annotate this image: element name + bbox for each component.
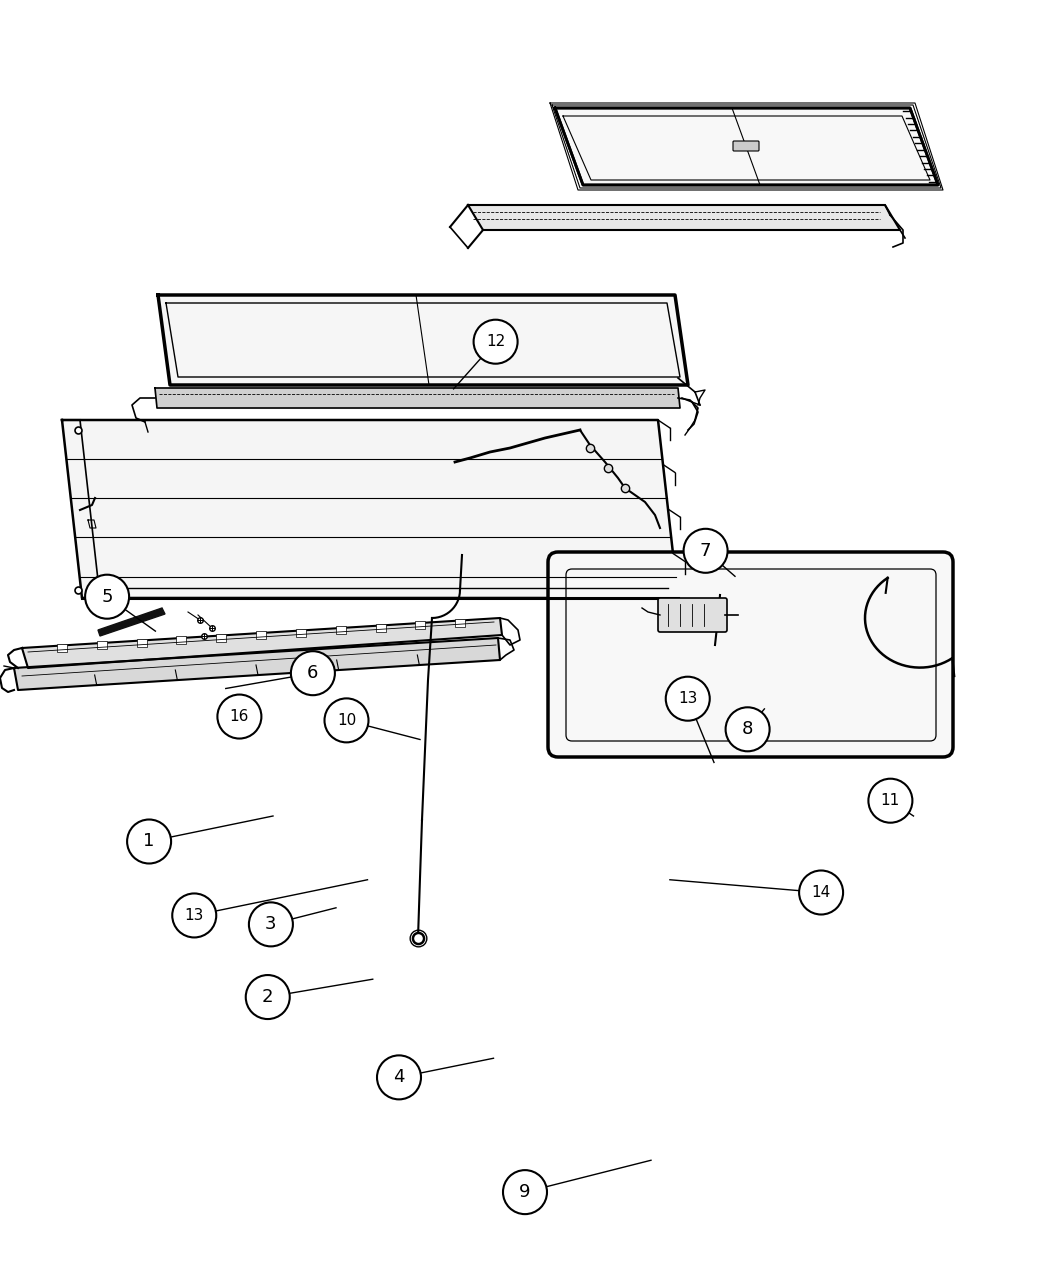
Circle shape xyxy=(666,677,710,720)
Circle shape xyxy=(127,820,171,863)
Polygon shape xyxy=(176,636,186,644)
FancyBboxPatch shape xyxy=(733,142,759,150)
Polygon shape xyxy=(256,631,266,639)
Text: 4: 4 xyxy=(394,1068,404,1086)
Circle shape xyxy=(324,699,369,742)
Polygon shape xyxy=(136,639,147,646)
Text: 3: 3 xyxy=(266,915,276,933)
Circle shape xyxy=(503,1170,547,1214)
Polygon shape xyxy=(57,644,67,652)
Text: 6: 6 xyxy=(308,664,318,682)
Text: 16: 16 xyxy=(230,709,249,724)
Polygon shape xyxy=(468,205,900,230)
Circle shape xyxy=(377,1056,421,1099)
Polygon shape xyxy=(22,618,502,668)
Circle shape xyxy=(474,320,518,363)
Circle shape xyxy=(726,708,770,751)
Polygon shape xyxy=(336,626,345,634)
Circle shape xyxy=(291,652,335,695)
Polygon shape xyxy=(155,388,680,408)
Polygon shape xyxy=(296,629,306,636)
Text: 2: 2 xyxy=(262,988,273,1006)
Polygon shape xyxy=(555,108,938,185)
Text: 13: 13 xyxy=(185,908,204,923)
Text: 11: 11 xyxy=(881,793,900,808)
Text: 9: 9 xyxy=(520,1183,530,1201)
Polygon shape xyxy=(98,608,165,636)
Circle shape xyxy=(172,894,216,937)
FancyBboxPatch shape xyxy=(548,552,953,757)
FancyBboxPatch shape xyxy=(658,598,727,632)
Circle shape xyxy=(868,779,912,822)
Polygon shape xyxy=(158,295,688,385)
Circle shape xyxy=(246,975,290,1019)
Text: 14: 14 xyxy=(812,885,831,900)
Polygon shape xyxy=(14,638,500,690)
Text: 7: 7 xyxy=(700,542,711,560)
Text: 13: 13 xyxy=(678,691,697,706)
Text: 1: 1 xyxy=(144,833,154,850)
Text: 10: 10 xyxy=(337,713,356,728)
Polygon shape xyxy=(376,623,385,631)
Polygon shape xyxy=(416,621,425,629)
Circle shape xyxy=(799,871,843,914)
Circle shape xyxy=(217,695,261,738)
Circle shape xyxy=(249,903,293,946)
Circle shape xyxy=(85,575,129,618)
Polygon shape xyxy=(97,641,107,649)
Polygon shape xyxy=(62,419,678,598)
Text: 8: 8 xyxy=(742,720,753,738)
Text: 5: 5 xyxy=(102,588,112,606)
Text: 12: 12 xyxy=(486,334,505,349)
Polygon shape xyxy=(216,634,226,641)
Polygon shape xyxy=(455,618,465,626)
Circle shape xyxy=(684,529,728,572)
